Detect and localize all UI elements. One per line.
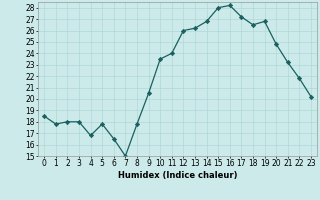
X-axis label: Humidex (Indice chaleur): Humidex (Indice chaleur) xyxy=(118,171,237,180)
